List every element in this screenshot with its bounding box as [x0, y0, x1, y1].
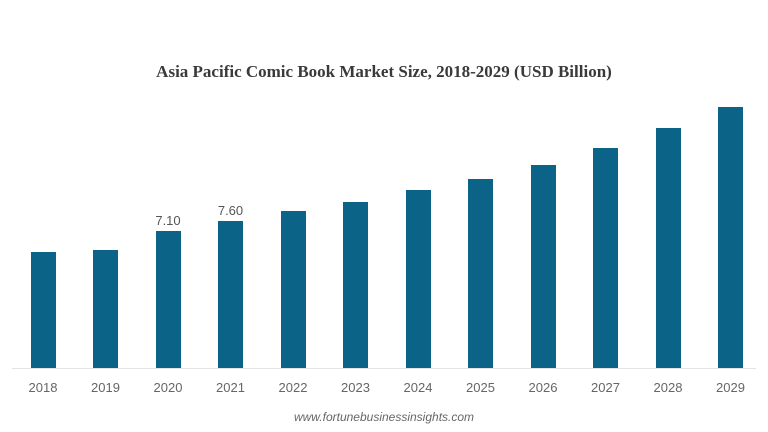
x-tick-2027: 2027 — [591, 380, 620, 395]
bar-2020 — [155, 230, 181, 368]
x-tick-2028: 2028 — [653, 380, 683, 395]
bar-2029 — [718, 107, 743, 368]
bar-2024 — [405, 189, 431, 368]
x-tick-2022: 2022 — [278, 380, 308, 395]
x-tick-2029: 2029 — [716, 380, 745, 395]
x-tick-2024: 2024 — [403, 380, 433, 395]
bar-2026 — [530, 165, 556, 368]
x-axis-line — [12, 368, 756, 369]
x-tick-2018: 2018 — [28, 380, 58, 395]
x-tick-2021: 2021 — [216, 380, 245, 395]
x-tick-2025: 2025 — [466, 380, 495, 395]
chart-title: Asia Pacific Comic Book Market Size, 201… — [156, 62, 612, 81]
x-tick-2020: 2020 — [153, 380, 183, 395]
bar-2018 — [30, 252, 56, 368]
x-tick-2019: 2019 — [91, 380, 120, 395]
x-tick-2023: 2023 — [341, 380, 370, 395]
bar-2023 — [343, 201, 368, 368]
data-label-2021: 7.60 — [217, 203, 244, 219]
x-tick-2026: 2026 — [528, 380, 558, 395]
bar-2022 — [280, 211, 306, 368]
bar-2021 — [218, 221, 243, 368]
bar-2027 — [593, 148, 618, 368]
bar-2025 — [468, 178, 493, 368]
source-credit: www.fortunebusinessinsights.com — [293, 410, 475, 424]
bar-2028 — [655, 127, 681, 368]
data-label-2020: 7.10 — [155, 212, 181, 228]
bar-2019 — [93, 249, 118, 368]
plot-area: 7.10 7.60 — [12, 80, 756, 368]
